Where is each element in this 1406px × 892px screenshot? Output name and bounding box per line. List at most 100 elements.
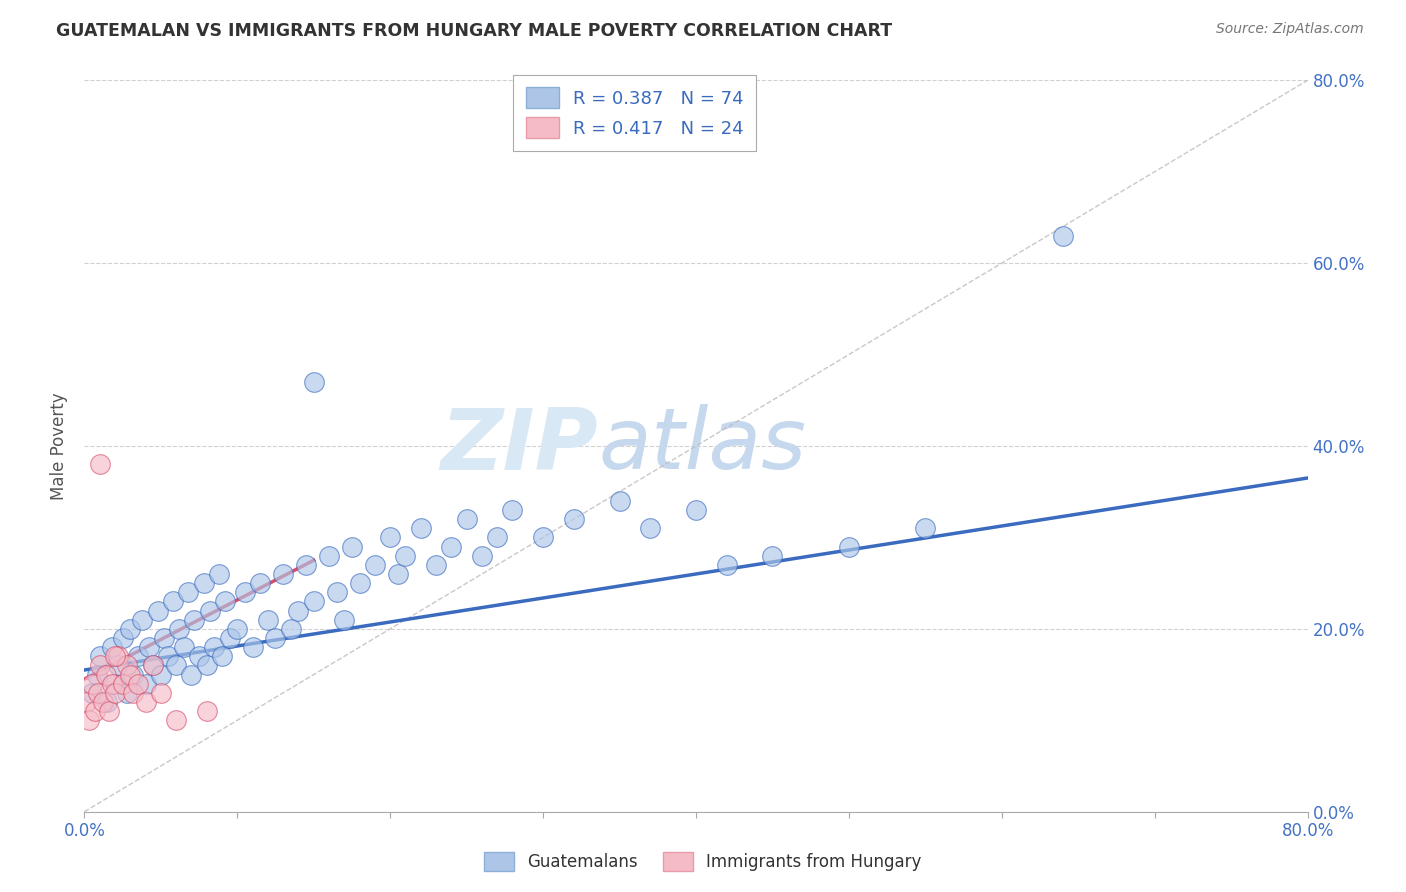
Point xyxy=(89,649,111,664)
Point xyxy=(471,549,494,563)
Point xyxy=(318,549,340,563)
Y-axis label: Male Poverty: Male Poverty xyxy=(51,392,69,500)
Legend: Guatemalans, Immigrants from Hungary: Guatemalans, Immigrants from Hungary xyxy=(475,843,931,880)
Point xyxy=(162,594,184,608)
Point xyxy=(183,613,205,627)
Point xyxy=(122,667,145,681)
Point xyxy=(198,603,221,617)
Point xyxy=(214,594,236,608)
Point xyxy=(531,530,554,544)
Point xyxy=(211,649,233,664)
Point xyxy=(364,558,387,572)
Point xyxy=(195,704,218,718)
Point xyxy=(101,640,124,655)
Point xyxy=(142,658,165,673)
Text: Source: ZipAtlas.com: Source: ZipAtlas.com xyxy=(1216,22,1364,37)
Point xyxy=(295,558,318,572)
Point xyxy=(131,613,153,627)
Point xyxy=(111,631,134,645)
Point xyxy=(325,585,347,599)
Point xyxy=(218,631,240,645)
Point xyxy=(167,622,190,636)
Point xyxy=(122,686,145,700)
Point xyxy=(208,567,231,582)
Point xyxy=(138,640,160,655)
Point xyxy=(96,695,118,709)
Point xyxy=(502,503,524,517)
Point xyxy=(249,576,271,591)
Point xyxy=(302,375,325,389)
Point xyxy=(149,667,172,681)
Point xyxy=(394,549,416,563)
Point xyxy=(188,649,211,664)
Point xyxy=(111,676,134,690)
Point xyxy=(107,658,129,673)
Point xyxy=(177,585,200,599)
Point xyxy=(104,686,127,700)
Text: GUATEMALAN VS IMMIGRANTS FROM HUNGARY MALE POVERTY CORRELATION CHART: GUATEMALAN VS IMMIGRANTS FROM HUNGARY MA… xyxy=(56,22,893,40)
Point xyxy=(80,676,103,690)
Point xyxy=(89,457,111,471)
Point xyxy=(562,512,585,526)
Point xyxy=(609,494,631,508)
Point xyxy=(257,613,280,627)
Point xyxy=(838,540,860,554)
Point xyxy=(89,658,111,673)
Point xyxy=(456,512,478,526)
Point xyxy=(761,549,783,563)
Point xyxy=(107,649,129,664)
Point xyxy=(173,640,195,655)
Point xyxy=(409,521,432,535)
Point xyxy=(1052,228,1074,243)
Point xyxy=(165,714,187,728)
Point xyxy=(233,585,256,599)
Point xyxy=(165,658,187,673)
Point xyxy=(280,622,302,636)
Point xyxy=(638,521,661,535)
Point xyxy=(685,503,707,517)
Legend: R = 0.387   N = 74, R = 0.417   N = 24: R = 0.387 N = 74, R = 0.417 N = 24 xyxy=(513,75,756,151)
Point xyxy=(333,613,356,627)
Point xyxy=(135,676,157,690)
Point xyxy=(486,530,509,544)
Point xyxy=(226,622,249,636)
Point xyxy=(264,631,287,645)
Point xyxy=(202,640,225,655)
Text: ZIP: ZIP xyxy=(440,404,598,488)
Point xyxy=(142,658,165,673)
Point xyxy=(287,603,309,617)
Point xyxy=(914,521,936,535)
Point xyxy=(91,695,114,709)
Point xyxy=(180,667,202,681)
Point xyxy=(80,686,103,700)
Point xyxy=(153,631,176,645)
Point xyxy=(77,714,100,728)
Point xyxy=(135,695,157,709)
Point xyxy=(340,540,363,554)
Point xyxy=(387,567,409,582)
Point xyxy=(86,667,108,681)
Point xyxy=(716,558,738,572)
Point xyxy=(97,704,120,718)
Point xyxy=(104,676,127,690)
Point xyxy=(115,686,138,700)
Point xyxy=(425,558,447,572)
Point xyxy=(195,658,218,673)
Point xyxy=(120,667,142,681)
Point xyxy=(149,686,172,700)
Point xyxy=(75,695,97,709)
Text: atlas: atlas xyxy=(598,404,806,488)
Point xyxy=(94,667,117,681)
Point xyxy=(87,686,110,700)
Point xyxy=(242,640,264,655)
Point xyxy=(193,576,215,591)
Point xyxy=(101,676,124,690)
Point xyxy=(271,567,294,582)
Point xyxy=(380,530,402,544)
Point xyxy=(84,704,107,718)
Point xyxy=(120,622,142,636)
Point xyxy=(115,658,138,673)
Point xyxy=(302,594,325,608)
Point xyxy=(146,603,169,617)
Point xyxy=(127,676,149,690)
